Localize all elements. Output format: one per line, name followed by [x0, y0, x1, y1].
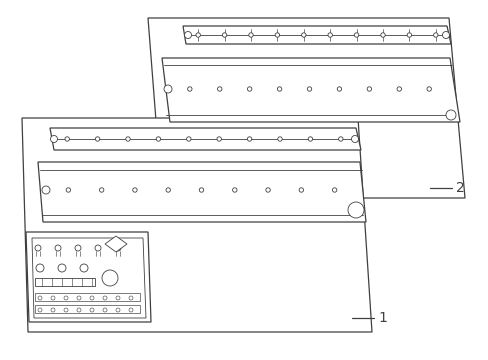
- Circle shape: [116, 296, 120, 300]
- Circle shape: [55, 245, 61, 251]
- Circle shape: [90, 296, 94, 300]
- Circle shape: [407, 33, 411, 37]
- Polygon shape: [162, 58, 459, 122]
- Circle shape: [125, 137, 130, 141]
- Circle shape: [65, 137, 69, 141]
- Polygon shape: [105, 236, 127, 252]
- Circle shape: [103, 296, 107, 300]
- Circle shape: [247, 137, 251, 141]
- Circle shape: [338, 137, 342, 141]
- Circle shape: [64, 308, 68, 312]
- Circle shape: [90, 308, 94, 312]
- Circle shape: [163, 85, 172, 93]
- Polygon shape: [35, 278, 95, 286]
- Polygon shape: [38, 162, 365, 222]
- Circle shape: [51, 296, 55, 300]
- Circle shape: [366, 87, 371, 91]
- Circle shape: [332, 188, 336, 192]
- Circle shape: [187, 87, 192, 91]
- Circle shape: [129, 296, 133, 300]
- Circle shape: [277, 87, 281, 91]
- Polygon shape: [50, 128, 360, 150]
- Circle shape: [442, 31, 448, 39]
- Circle shape: [80, 264, 88, 272]
- Circle shape: [222, 33, 226, 37]
- Circle shape: [301, 33, 305, 37]
- Circle shape: [156, 137, 160, 141]
- Circle shape: [75, 245, 81, 251]
- Circle shape: [199, 188, 203, 192]
- Circle shape: [351, 135, 358, 143]
- Text: 1: 1: [377, 311, 386, 325]
- Circle shape: [35, 245, 41, 251]
- Circle shape: [265, 188, 270, 192]
- Circle shape: [186, 137, 191, 141]
- Polygon shape: [22, 118, 371, 332]
- Circle shape: [38, 296, 42, 300]
- Circle shape: [77, 296, 81, 300]
- Circle shape: [58, 264, 66, 272]
- Circle shape: [129, 308, 133, 312]
- Circle shape: [396, 87, 401, 91]
- Circle shape: [307, 137, 312, 141]
- Polygon shape: [26, 232, 151, 322]
- Polygon shape: [35, 305, 140, 313]
- Circle shape: [103, 308, 107, 312]
- Circle shape: [99, 188, 103, 192]
- Circle shape: [116, 308, 120, 312]
- Circle shape: [77, 308, 81, 312]
- Circle shape: [42, 186, 50, 194]
- Polygon shape: [148, 18, 464, 198]
- Circle shape: [433, 33, 437, 37]
- Circle shape: [95, 137, 100, 141]
- Circle shape: [66, 188, 70, 192]
- Text: 2: 2: [455, 181, 464, 195]
- Circle shape: [426, 87, 430, 91]
- Polygon shape: [32, 238, 146, 318]
- Circle shape: [217, 137, 221, 141]
- Circle shape: [232, 188, 237, 192]
- Circle shape: [337, 87, 341, 91]
- Circle shape: [64, 296, 68, 300]
- Circle shape: [327, 33, 332, 37]
- Polygon shape: [35, 293, 140, 301]
- Circle shape: [306, 87, 311, 91]
- Circle shape: [184, 31, 191, 39]
- Circle shape: [380, 33, 385, 37]
- Circle shape: [354, 33, 358, 37]
- Circle shape: [248, 33, 253, 37]
- Circle shape: [50, 135, 58, 143]
- Circle shape: [275, 33, 279, 37]
- Circle shape: [445, 110, 455, 120]
- Circle shape: [38, 308, 42, 312]
- Circle shape: [102, 270, 118, 286]
- Polygon shape: [183, 26, 450, 44]
- Circle shape: [36, 264, 44, 272]
- Circle shape: [196, 33, 200, 37]
- Circle shape: [165, 188, 170, 192]
- Circle shape: [347, 202, 363, 218]
- Circle shape: [95, 245, 101, 251]
- Circle shape: [277, 137, 282, 141]
- Circle shape: [299, 188, 303, 192]
- Circle shape: [115, 245, 121, 251]
- Circle shape: [132, 188, 137, 192]
- Circle shape: [51, 308, 55, 312]
- Circle shape: [247, 87, 251, 91]
- Circle shape: [217, 87, 222, 91]
